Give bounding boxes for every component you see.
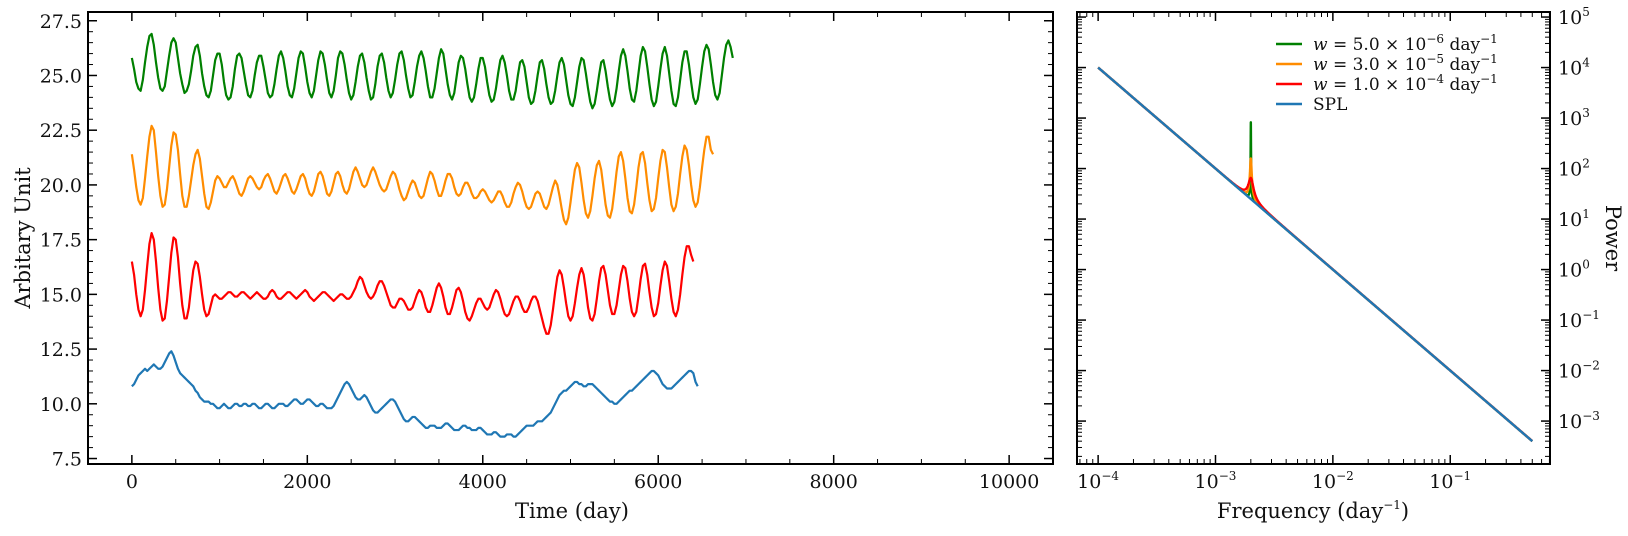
power-spectrum-y-tick-label: 104 [1558,56,1590,80]
legend-label: SPL [1313,95,1347,115]
time-series-x-tick-label: 4000 [459,471,507,493]
time-series-x-ticks: 0 2000 4000 6000 8000 10000 [126,12,1039,493]
power-spectrum-x-tick-label: 10−1 [1429,469,1471,493]
time-series-y-tick-label: 7.5 [52,449,82,471]
time-series-y-tick-label: 27.5 [40,11,82,33]
time-series-x-tick-label: 0 [126,471,138,493]
power-spectrum-y-tick-label: 103 [1558,106,1590,130]
time-series-y-tick-label: 17.5 [40,230,82,252]
power-spectrum-y-ticks: 10−3 10−2 10−1 100 101 102 103 104 105 [1077,5,1600,457]
time-series-y-tick-label: 15.0 [40,284,82,306]
power-spectrum-y-tick-label: 10−3 [1558,409,1600,433]
time-series-y-label: Arbitary Unit [11,167,35,310]
power-spectrum-y-tick-label: 10−1 [1558,308,1600,332]
time-series-y-ticks: 7.5 10.0 12.5 15.0 17.5 20.0 22.5 25.0 27.5 [40,11,1053,471]
time-series-x-tick-label: 6000 [634,471,682,493]
time-series-lines [130,32,734,438]
time-series-y-tick-label: 12.5 [40,339,82,361]
power-spectrum-y-tick-label: 100 [1558,258,1590,282]
time-series-panel: 0 2000 4000 6000 8000 10000 7.5 10.0 12.5 15.0 17… [11,11,1054,523]
time-series-y-tick-label: 20.0 [40,175,82,197]
legend-item-w-5-0-10-6-day-1: w = 5.0 × 10−6 day−1 [1276,32,1498,55]
time-series-x-tick-label: 2000 [283,471,331,493]
power-spectrum-x-label-exponent: −1 [1383,498,1401,512]
time-series-x-tick-label: 8000 [810,471,858,493]
power-spectrum-lines [1097,66,1534,443]
power-spectrum-x-label: Frequency (day−1) [1217,498,1409,523]
power-spectrum-y-label: Power [1601,205,1625,272]
time-series-line-3 [130,231,695,335]
time-series-x-tick-label: 10000 [979,471,1039,493]
legend-label: w = 1.0 × 10−4 day−1 [1313,72,1498,95]
time-series-x-label: Time (day) [515,499,629,523]
time-series-line-1 [130,32,734,110]
power-spectrum-x-ticks: 10−4 10−3 10−2 10−1 [1077,12,1550,493]
legend-label: w = 5.0 × 10−6 day−1 [1313,32,1498,55]
power-spectrum-x-tick-label: 10−3 [1195,469,1237,493]
legend-item-w-3-0-10-5-day-1: w = 3.0 × 10−5 day−1 [1276,52,1498,75]
power-spectrum-line-spl [1097,66,1534,443]
power-spectrum-legend: w = 5.0 × 10−6 day−1w = 3.0 × 10−5 day−1… [1276,32,1498,115]
time-series-line-2 [130,124,715,226]
power-spectrum-y-tick-label: 101 [1558,207,1590,231]
power-spectrum-panel: 10−4 10−3 10−2 10−1 10−310−210−110010110210… [1076,5,1625,523]
time-series-y-tick-label: 25.0 [40,65,82,87]
power-spectrum-x-label-text: Frequency (day [1217,499,1383,523]
time-series-line-4 [131,350,699,438]
power-spectrum-x-tick-label: 10−2 [1312,469,1354,493]
power-spectrum-y-tick-label: 105 [1558,5,1590,29]
power-spectrum-x-tick-label: 10−4 [1077,469,1119,493]
time-series-y-tick-label: 22.5 [40,120,82,142]
legend-item-spl: SPL [1276,95,1347,115]
power-spectrum-frame [1076,11,1551,465]
time-series-y-tick-label: 10.0 [40,394,82,416]
power-spectrum-y-tick-label: 10−2 [1558,359,1600,383]
legend-item-w-1-0-10-4-day-1: w = 1.0 × 10−4 day−1 [1276,72,1498,95]
power-spectrum-y-tick-label: 102 [1558,157,1590,181]
power-spectrum-x-label-tail: ) [1401,499,1409,523]
legend-label: w = 3.0 × 10−5 day−1 [1313,52,1498,75]
